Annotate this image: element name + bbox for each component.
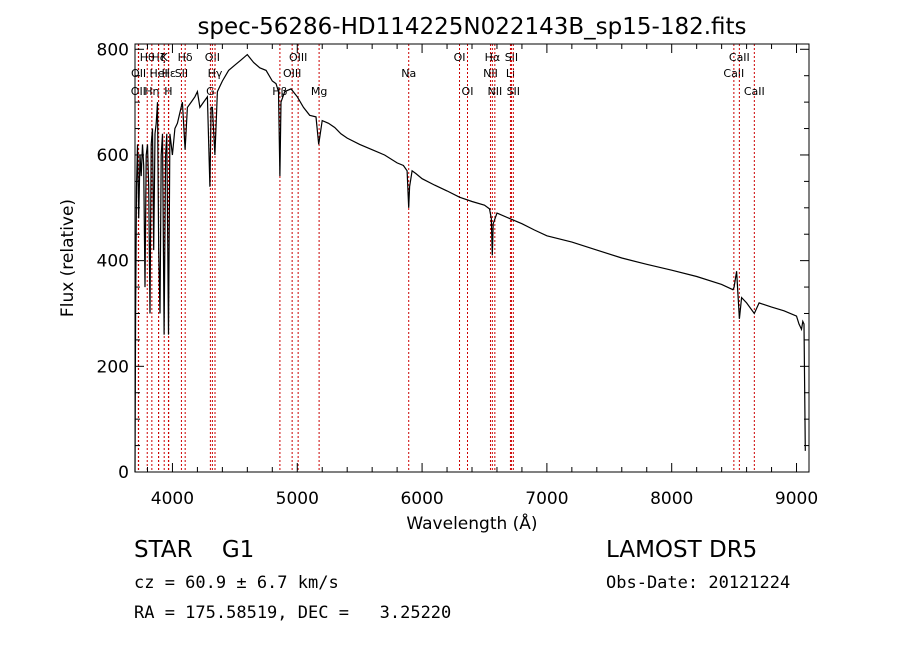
x-axis: 4000 5000 6000 7000 8000 9000 (146, 44, 818, 509)
line-marker-label: NII (487, 85, 502, 98)
chart-title: spec-56286-HD114225N022143B_sp15-182.fit… (197, 14, 746, 40)
line-marker-label: NII (483, 67, 498, 80)
x-axis-label: Wavelength (Å) (406, 512, 537, 534)
line-marker-label: CaII (723, 67, 744, 80)
survey-name: LAMOST DR5 (606, 537, 758, 563)
object-class: STAR G1 (134, 537, 255, 563)
line-marker-label: Hδ (178, 51, 193, 64)
x-tick-label: 7000 (525, 489, 568, 509)
line-marker-label: Hα (485, 51, 501, 64)
y-tick-label: 600 (97, 146, 129, 166)
line-markers: OIIOIIHθHηHζHeIKHHεHδSIIGOIIHγHβOIIIOIII… (131, 44, 765, 472)
redshift-velocity: cz = 60.9 ± 6.7 km/s (134, 573, 339, 593)
x-tick-label: 4000 (151, 489, 194, 509)
observation-date: Obs-Date: 20121224 (606, 573, 791, 593)
line-marker-label: OII (131, 67, 146, 80)
line-marker-label: OIII (289, 51, 307, 64)
line-marker-label: G (206, 85, 215, 98)
line-marker-label: SII (505, 51, 518, 64)
plot-frame (134, 43, 810, 473)
line-marker-label: HeI (149, 67, 167, 80)
y-tick-label: 200 (97, 357, 129, 377)
line-marker-label: CaII (744, 85, 765, 98)
line-marker-label: Li (506, 67, 515, 80)
y-tick-label: 800 (97, 40, 129, 60)
line-marker-label: Na (401, 67, 416, 80)
x-tick-label: 6000 (400, 489, 443, 509)
line-marker-label: Hη (144, 85, 159, 98)
y-axis-label: Flux (relative) (58, 199, 78, 317)
line-marker-label: CaII (729, 51, 750, 64)
x-tick-label: 8000 (650, 489, 693, 509)
line-marker-label: Hε (162, 67, 176, 80)
line-marker-label: K (161, 51, 169, 64)
x-tick-label: 9000 (775, 489, 818, 509)
x-tick-label: 5000 (276, 489, 319, 509)
y-tick-label: 400 (97, 252, 129, 272)
line-marker-label: Hγ (208, 67, 223, 80)
line-marker-label: SII (507, 85, 520, 98)
line-marker-label: H (164, 85, 172, 98)
line-marker-label: OI (454, 51, 466, 64)
line-marker-label: SII (175, 67, 188, 80)
y-axis: 0 200 400 600 800 (97, 40, 809, 483)
spectrum-chart: spec-56286-HD114225N022143B_sp15-182.fit… (58, 14, 818, 534)
line-marker-label: OIII (283, 67, 301, 80)
spectrum-line (134, 53, 806, 473)
y-tick-label: 0 (118, 463, 129, 483)
line-marker-label: OII (205, 51, 220, 64)
line-marker-label: Hθ (140, 51, 155, 64)
line-marker-label: OI (462, 85, 474, 98)
coordinates: RA = 175.58519, DEC = 3.25220 (134, 603, 452, 623)
line-marker-label: Mg (311, 85, 327, 98)
